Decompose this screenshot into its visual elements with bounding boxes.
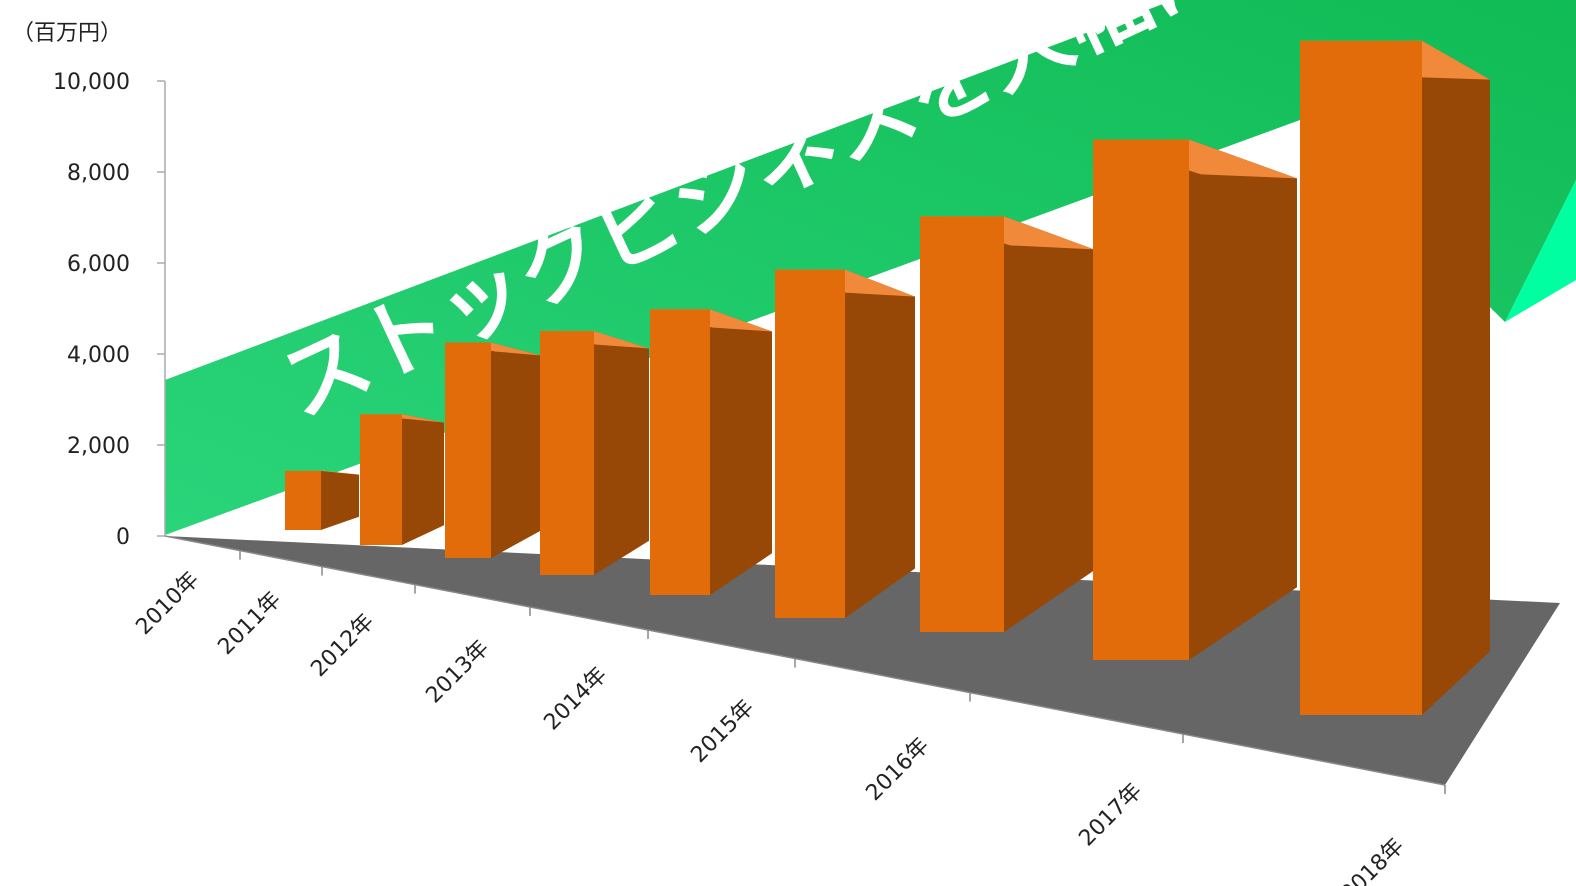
y-tick-label: 4,000 <box>67 343 130 368</box>
banner-tip <box>1505 180 1576 322</box>
bar-side <box>491 342 541 558</box>
x-tick-label: 2013年 <box>421 636 494 709</box>
bar-side <box>402 414 444 545</box>
bar <box>650 309 710 595</box>
bar <box>285 470 321 530</box>
x-tick-label: 2016年 <box>861 733 934 806</box>
y-tick-label: 0 <box>116 525 130 550</box>
y-tick-label: 6,000 <box>67 252 130 277</box>
y-tick-label: 8,000 <box>67 161 130 186</box>
bar <box>360 414 402 545</box>
bar-side <box>710 309 772 595</box>
x-axis <box>164 535 1446 786</box>
bar <box>540 330 594 575</box>
x-tick-label: 2010年 <box>131 567 204 640</box>
bar-side <box>845 269 915 618</box>
bar <box>1093 139 1189 660</box>
bar-side <box>321 470 359 530</box>
bar-side <box>1189 139 1297 660</box>
x-tick-label: 2015年 <box>686 695 759 768</box>
bar-side <box>1004 216 1094 632</box>
bar <box>775 269 845 618</box>
x-tick-label: 2011年 <box>213 587 286 660</box>
x-tick-label: 2018年 <box>1336 834 1409 886</box>
x-tick-label: 2012年 <box>306 609 379 682</box>
y-tick-label: 2,000 <box>67 434 130 459</box>
bar <box>920 216 1004 632</box>
bar-side <box>1422 40 1490 716</box>
x-tick-label: 2014年 <box>539 663 612 736</box>
bar <box>445 342 491 558</box>
y-tick-label: 10,000 <box>53 70 130 95</box>
bar-side <box>594 330 649 575</box>
bar <box>1300 40 1422 716</box>
y-unit: （百万円） <box>12 21 122 46</box>
x-tick-label: 2017年 <box>1074 779 1147 852</box>
